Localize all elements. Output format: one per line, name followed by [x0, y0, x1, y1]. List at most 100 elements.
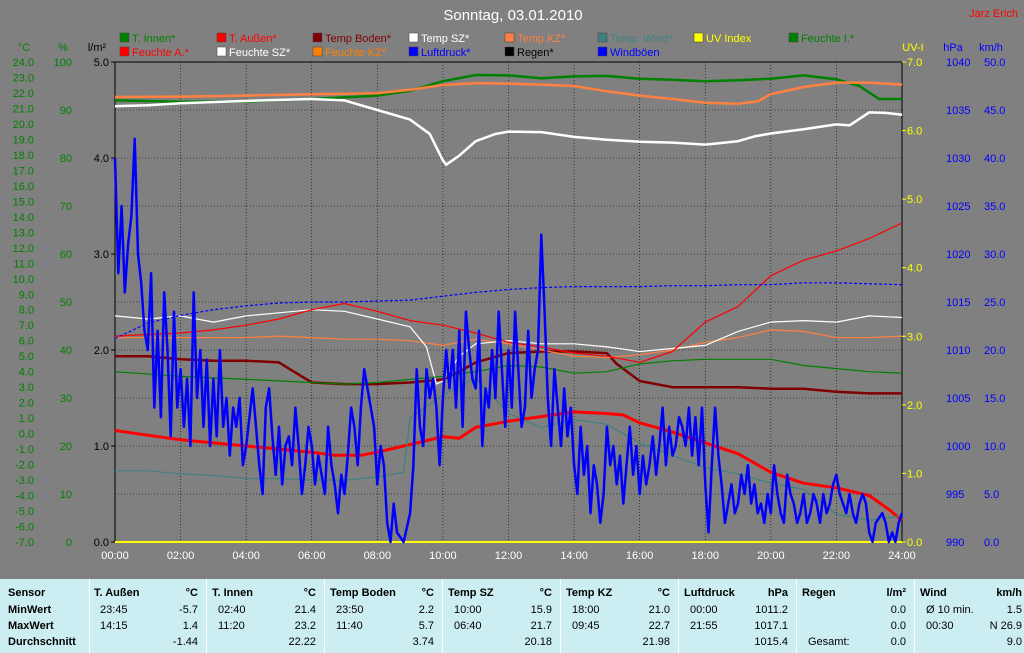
temp-tick-label: 12.0 — [13, 243, 34, 255]
stats-max-value: 22.7 — [648, 620, 670, 632]
axis-unit-label: % — [58, 42, 68, 54]
pressure-tick-label: 1040 — [946, 57, 970, 69]
temp-tick-label: 19.0 — [13, 134, 34, 146]
uv-tick-label: 0.0 — [907, 537, 922, 549]
humidity-tick-label: 100 — [54, 57, 72, 69]
wind-tick-label: 15.0 — [984, 393, 1005, 405]
wind-tick-label: 20.0 — [984, 345, 1005, 357]
temp-tick-label: 8.0 — [19, 305, 34, 317]
humidity-tick-label: 80 — [60, 153, 72, 165]
humidity-tick-label: 50 — [60, 297, 72, 309]
stats-max-value: 1.4 — [182, 620, 198, 632]
series-line-feuchte-sz — [114, 97, 903, 166]
rain-tick-label: 1.0 — [94, 441, 109, 453]
stats-min-value: 1011.2 — [755, 604, 788, 616]
stats-separator — [324, 579, 325, 653]
temp-tick-label: 2.0 — [19, 398, 34, 410]
legend-label: T. Außen* — [229, 33, 277, 45]
time-tick-label: 16:00 — [626, 550, 654, 562]
stats-max-value: N 26.9 — [989, 620, 1022, 632]
temp-tick-label: 21.0 — [13, 103, 34, 115]
humidity-tick-label: 40 — [60, 345, 72, 357]
stats-col-unit: km/h — [996, 587, 1022, 599]
pressure-tick-label: 1000 — [946, 441, 970, 453]
pressure-tick-label: 1030 — [946, 153, 970, 165]
series-lines — [113, 73, 904, 544]
time-tick-label: 06:00 — [298, 550, 326, 562]
chart-canvas: 24.0 23.0 22.0 21.0 20.0 19.0 18.0 17.0 16.0 15.0… — [13, 7, 1018, 562]
legend-label: Temp. Wind* — [610, 33, 673, 45]
author-label: Jarz Erich — [969, 8, 1018, 20]
legend-swatch — [119, 32, 130, 43]
series-line-temp-kz — [115, 329, 903, 359]
humidity-tick-label: 70 — [60, 201, 72, 213]
legend-label: Luftdruck* — [421, 47, 471, 59]
legend-swatch — [597, 32, 608, 43]
temp-tick-label: 9.0 — [19, 289, 34, 301]
wind-tick-label: 25.0 — [984, 297, 1005, 309]
stats-col-name: Temp KZ — [566, 587, 613, 599]
wind-tick-label: 10.0 — [984, 441, 1005, 453]
legend-swatch — [504, 46, 515, 57]
legend-swatch — [216, 32, 227, 43]
stats-max-time: 09:45 — [572, 620, 600, 632]
stats-max-time: 11:20 — [218, 620, 245, 632]
stats-separator — [206, 579, 207, 653]
axis-unit-label: °C — [18, 42, 30, 54]
legend-swatch — [216, 46, 227, 57]
stats-min-value: 21.0 — [648, 604, 670, 616]
stats-avg-value: -1.44 — [172, 636, 198, 648]
time-tick-label: 02:00 — [167, 550, 195, 562]
wind-tick-label: 40.0 — [984, 153, 1005, 165]
uv-tick-label: 2.0 — [907, 400, 922, 412]
wind-tick-label: 35.0 — [984, 201, 1005, 213]
temp-tick-label: -1.0 — [15, 444, 34, 456]
stats-row-max: MaxWert — [8, 620, 54, 632]
stats-max-time: 11:40 — [336, 620, 363, 632]
legend-swatch — [597, 46, 608, 57]
stats-avg-value: 20.18 — [524, 636, 552, 648]
stats-row-min: MinWert — [8, 604, 52, 616]
temp-tick-label: 11.0 — [13, 258, 34, 270]
stats-min-value: 0.0 — [890, 604, 906, 616]
legend-label: Temp KZ* — [517, 33, 566, 45]
stats-col-name: Temp SZ — [448, 587, 494, 599]
stats-separator — [560, 579, 561, 653]
temp-tick-label: 15.0 — [13, 196, 34, 208]
legend-swatch — [119, 46, 130, 57]
humidity-tick-label: 90 — [60, 105, 72, 117]
stats-col-name: T. Außen — [94, 587, 140, 599]
legend-swatch — [693, 32, 704, 43]
rain-tick-label: 2.0 — [94, 345, 109, 357]
stats-min-value: 15.9 — [530, 604, 552, 616]
uv-tick-label: 6.0 — [907, 126, 922, 138]
temp-tick-label: -3.0 — [15, 475, 34, 487]
legend-swatch — [312, 32, 323, 43]
temp-tick-label: -7.0 — [15, 537, 34, 549]
temp-tick-label: 10.0 — [13, 274, 34, 286]
time-tick-label: 14:00 — [560, 550, 588, 562]
stats-col-unit: °C — [185, 587, 198, 599]
uv-tick-label: 7.0 — [907, 57, 922, 69]
temp-tick-label: 23.0 — [13, 72, 34, 84]
humidity-tick-label: 10 — [60, 489, 72, 501]
temp-tick-label: 14.0 — [13, 212, 34, 224]
legend-label: Feuchte KZ* — [325, 47, 387, 59]
series-line-temp-wind — [115, 377, 903, 521]
stats-separator — [678, 579, 679, 653]
pressure-tick-label: 990 — [946, 537, 964, 549]
time-tick-label: 04:00 — [232, 550, 260, 562]
stats-min-value: 1.5 — [1006, 604, 1022, 616]
humidity-tick-label: 60 — [60, 249, 72, 261]
legend-label: Feuchte A.* — [132, 47, 190, 59]
series-line-luftdruck — [114, 282, 903, 340]
stats-avg-value: 3.74 — [412, 636, 434, 648]
wind-tick-label: 50.0 — [984, 57, 1005, 69]
stats-min-value: 2.2 — [418, 604, 434, 616]
stats-min-time: Ø 10 min. — [926, 604, 974, 616]
stats-max-time: 06:40 — [454, 620, 482, 632]
legend-label: Windböen — [610, 47, 660, 59]
stats-min-time: 18:00 — [572, 604, 600, 616]
stats-max-value: 5.7 — [418, 620, 434, 632]
